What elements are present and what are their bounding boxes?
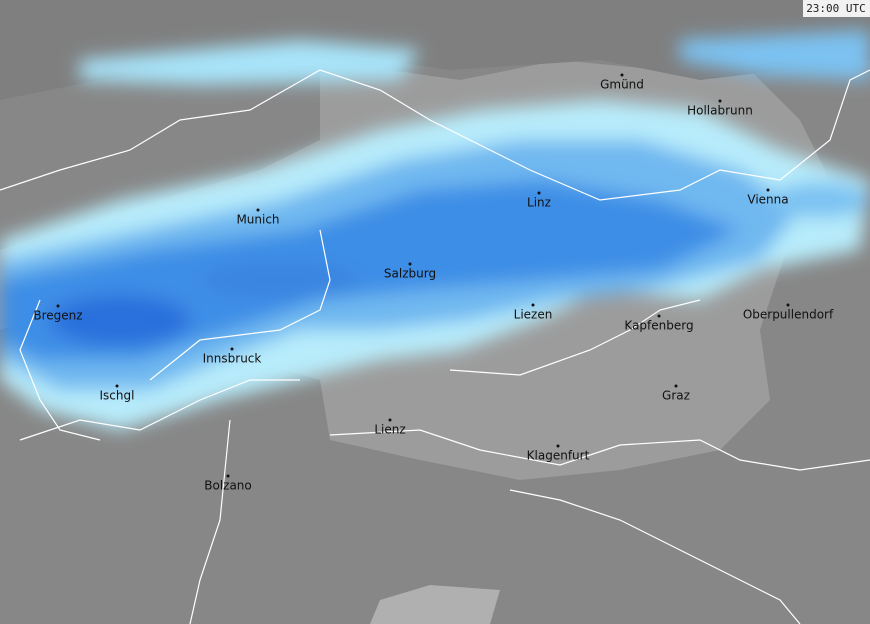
city-labels: Gmünd Hollabrunn Linz Vienna Munich Salzburg B… [33, 73, 834, 493]
city-label: Kapfenberg [624, 319, 693, 333]
timestamp-box [803, 0, 870, 17]
city-dot [388, 418, 392, 422]
precipitation [0, 30, 870, 430]
city-dot [786, 303, 790, 307]
city-label: Bolzano [204, 479, 252, 493]
city-label: Ischgl [100, 389, 135, 403]
north-region [0, 0, 870, 100]
city-dot [115, 384, 119, 388]
lake [370, 585, 500, 624]
city-label: Oberpullendorf [743, 308, 834, 322]
city-label: Vienna [747, 193, 788, 207]
city-dot [230, 347, 234, 351]
city-label: Gmünd [600, 78, 644, 92]
timestamp: 23:00 UTC [806, 2, 866, 15]
city-dot [256, 208, 260, 212]
city-label: Hollabrunn [687, 104, 753, 118]
city-dot [56, 304, 60, 308]
city-dot [766, 188, 770, 192]
city-label: Liezen [514, 308, 553, 322]
city-label: Munich [236, 213, 279, 227]
city-dot [537, 191, 541, 195]
city-label: Innsbruck [203, 352, 262, 366]
city-dot [556, 444, 560, 448]
city-dot [657, 314, 661, 318]
city-label: Graz [662, 389, 690, 403]
city-dot [674, 384, 678, 388]
city-label: Linz [527, 196, 551, 210]
city-dot [620, 73, 624, 77]
borders [0, 69, 870, 624]
city-label: Klagenfurt [527, 449, 590, 463]
city-label: Bregenz [33, 309, 82, 323]
city-dot [718, 99, 722, 103]
city-label: Lienz [374, 423, 405, 437]
city-dot [531, 303, 535, 307]
city-dot [408, 262, 412, 266]
city-label: Salzburg [384, 267, 436, 281]
city-dot [226, 474, 230, 478]
